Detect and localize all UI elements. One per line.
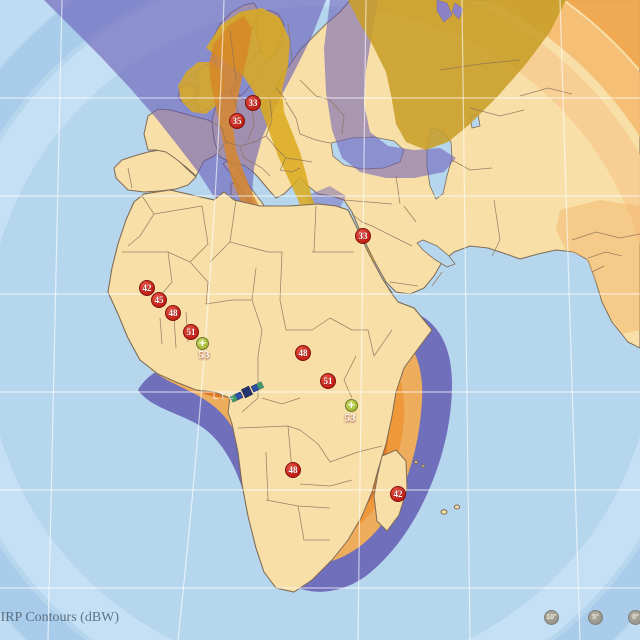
eirp-badge-42-madagascar: 42: [390, 486, 406, 502]
elevation-badge-10: 10°: [544, 610, 559, 625]
satellite-icon: [230, 381, 264, 403]
eirp-badge-51-east-africa: 51: [320, 373, 336, 389]
coverage-beam-gold-russia: [348, 0, 566, 150]
eirp-contours-label: EIRP Contours (dBW): [0, 610, 120, 625]
eirp-badge-51-west-africa: 51: [183, 324, 199, 340]
eirp-badge-33-middle-east: 33: [355, 228, 371, 244]
eirp-badge-42-west-africa: 42: [139, 280, 155, 296]
eirp-badge-48-west-africa: 48: [165, 305, 181, 321]
eirp-badge-35-central-europe: 35: [229, 113, 245, 129]
eirp-badge-48-southern-africa: 48: [285, 462, 301, 478]
coverage-beam-purple-east: [324, 0, 456, 178]
island-reunion: [453, 504, 461, 510]
elevation-badge-0: 0°: [628, 610, 640, 625]
satellite-watermark-label: LTE: [213, 392, 237, 401]
peak-value-west-africa: 53: [198, 349, 210, 361]
beam-center-marker-west: +: [196, 337, 209, 350]
beam-center-marker-east: +: [345, 399, 358, 412]
peak-value-east-africa: 53: [344, 412, 356, 424]
india-coverage-wash: [556, 200, 640, 334]
island-mauritius: [440, 509, 448, 515]
persian-gulf: [416, 239, 456, 268]
eirp-badge-45-west-africa: 45: [151, 292, 167, 308]
eirp-badge-48-east-africa: 48: [295, 345, 311, 361]
coverage-beam-overlap-orange: [209, 16, 262, 218]
island-comoros: [414, 460, 418, 464]
island-comoros-2: [421, 464, 425, 468]
northern-lakes: [436, 0, 464, 23]
eirp-badge-33-central-europe: 33: [245, 95, 261, 111]
country-borders: [122, 23, 640, 541]
elevation-badge-5: 5°: [588, 610, 603, 625]
